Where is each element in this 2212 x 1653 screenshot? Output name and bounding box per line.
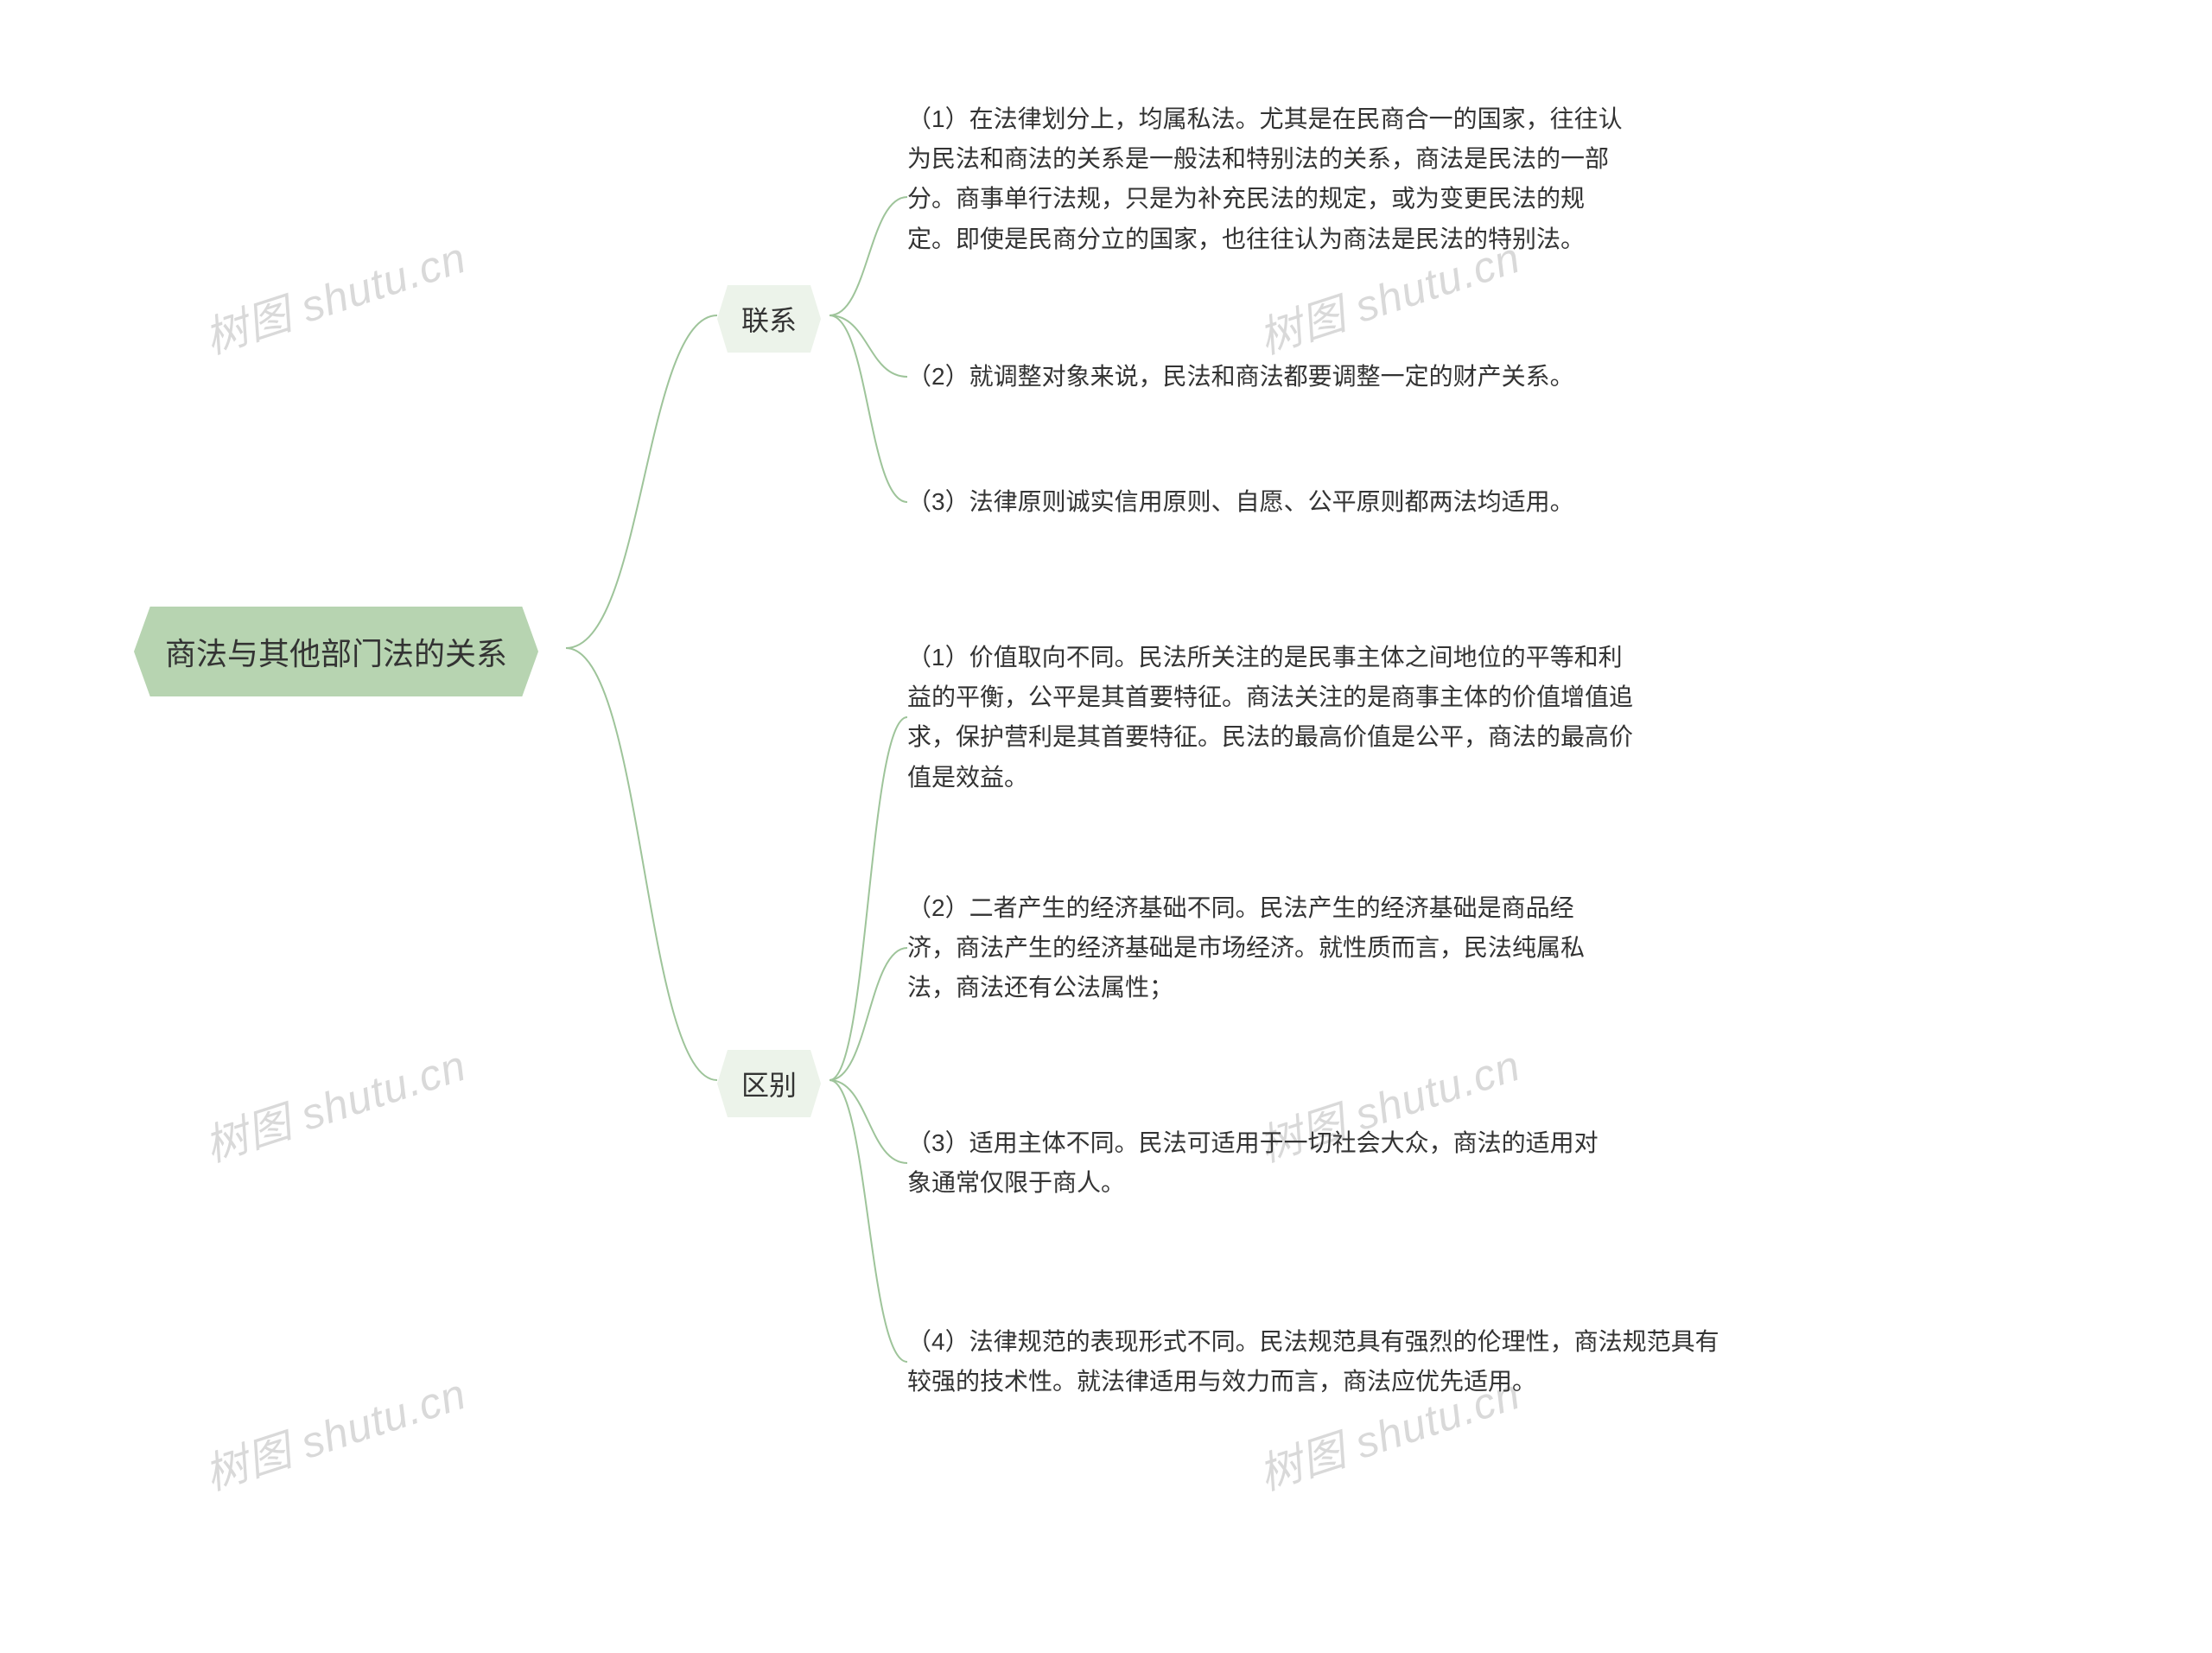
branch-node-lianxi[interactable]: 联系 [717,285,821,353]
connector [830,1080,907,1362]
connector [566,648,717,1080]
watermark: 树图 shutu.cn [196,1359,474,1502]
connector [566,315,717,648]
leaf-node[interactable]: （1）价值取向不同。民法所关注的是民事主体之间地位的平等和利益的平衡，公平是其首… [907,638,1633,798]
leaf-text: （4）法律规范的表现形式不同。民法规范具有强烈的伦理性，商法规范具有较强的技术性… [907,1328,1719,1395]
watermark: 树图 shutu.cn [196,223,474,366]
leaf-node[interactable]: （2）就调整对象来说，民法和商法都要调整一定的财产关系。 [907,357,1574,397]
leaf-text: （2）就调整对象来说，民法和商法都要调整一定的财产关系。 [907,363,1574,390]
watermark: 树图 shutu.cn [196,1031,474,1173]
leaf-node[interactable]: （4）法律规范的表现形式不同。民法规范具有强烈的伦理性，商法规范具有较强的技术性… [907,1322,1719,1402]
leaf-text: （1）价值取向不同。民法所关注的是民事主体之间地位的平等和利益的平衡，公平是其首… [907,644,1633,791]
leaf-node[interactable]: （3）适用主体不同。民法可适用于一切社会大众，商法的适用对象通常仅限于商人。 [907,1123,1616,1203]
connector [830,315,907,377]
leaf-node[interactable]: （2）二者产生的经济基础不同。民法产生的经济基础是商品经济，商法产生的经济基础是… [907,888,1590,1008]
connector [830,948,907,1080]
leaf-node[interactable]: （3）法律原则诚实信用原则、自愿、公平原则都两法均适用。 [907,482,1574,522]
leaf-text: （3）适用主体不同。民法可适用于一切社会大众，商法的适用对象通常仅限于商人。 [907,1129,1599,1196]
root-node[interactable]: 商法与其他部门法的关系 [134,607,538,696]
branch-label: 区别 [741,1070,797,1101]
connector [830,197,907,315]
branch-label: 联系 [741,305,797,336]
leaf-node[interactable]: （1）在法律划分上，均属私法。尤其是在民商合一的国家，往往认为民法和商法的关系是… [907,99,1624,259]
leaf-text: （3）法律原则诚实信用原则、自愿、公平原则都两法均适用。 [907,488,1574,515]
root-label: 商法与其他部门法的关系 [165,636,507,671]
connector [830,315,907,502]
connector [830,1080,907,1163]
leaf-text: （1）在法律划分上，均属私法。尤其是在民商合一的国家，往往认为民法和商法的关系是… [907,105,1623,252]
connector [830,717,907,1080]
leaf-text: （2）二者产生的经济基础不同。民法产生的经济基础是商品经济，商法产生的经济基础是… [907,894,1585,1001]
branch-node-qubie[interactable]: 区别 [717,1050,821,1117]
